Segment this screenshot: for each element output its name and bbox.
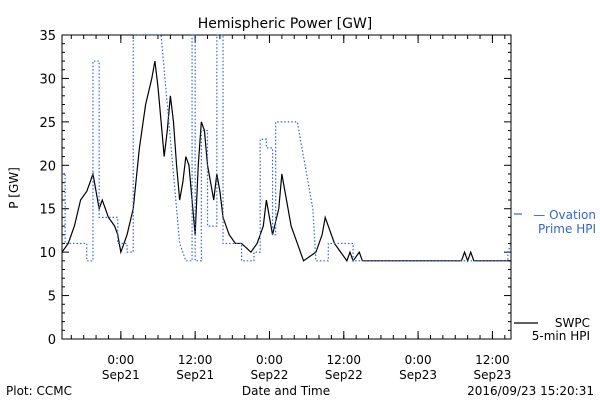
y-tick-label: 25	[39, 116, 56, 131]
series-ovation-line	[62, 34, 512, 262]
x-tick-time: 0:00	[256, 353, 283, 367]
plot-frame	[61, 34, 512, 340]
legend-ovation-label-1: — Ovation	[533, 208, 596, 222]
x-tick-time: 0:00	[107, 353, 134, 367]
x-tick-date: Sep22	[325, 368, 363, 382]
y-tick-label: 5	[48, 290, 56, 305]
y-tick-label: 0	[48, 333, 56, 348]
plot-timestamp: 2016/09/23 15:20:31	[467, 384, 594, 398]
plot-credit: Plot: CCMC	[6, 384, 72, 398]
y-tick-label: 30	[39, 72, 56, 87]
x-tick-time: 12:00	[326, 353, 361, 367]
chart-title: Hemispheric Power [GW]	[198, 16, 373, 32]
legend-ovation-label-2: Prime HPI	[538, 222, 596, 236]
y-tick-label: 35	[39, 29, 56, 44]
x-tick-date: Sep22	[251, 368, 289, 382]
legend-swpc-label-2: 5-min HPI	[532, 329, 590, 343]
y-axis-label: P [GW]	[7, 167, 21, 209]
x-tick-date: Sep23	[473, 368, 511, 382]
x-tick-time: 0:00	[405, 353, 432, 367]
y-tick-label: 15	[39, 203, 56, 218]
x-axis: 0:00Sep2112:00Sep210:00Sep2212:00Sep220:…	[70, 35, 511, 382]
y-tick-label: 10	[39, 246, 56, 261]
x-axis-label: Date and Time	[242, 384, 330, 398]
series-layer	[61, 34, 512, 263]
legend-swpc-label-1: SWPC	[555, 316, 590, 330]
x-tick-date: Sep21	[176, 368, 214, 382]
x-tick-time: 12:00	[178, 353, 213, 367]
y-tick-label: 20	[39, 159, 56, 174]
y-axis: 0 5 10 15 20 25 30 35	[39, 29, 511, 348]
x-tick-date: Sep23	[399, 368, 437, 382]
series-swpc-line	[61, 60, 511, 263]
x-tick-time: 12:00	[475, 353, 510, 367]
x-tick-date: Sep21	[102, 368, 140, 382]
